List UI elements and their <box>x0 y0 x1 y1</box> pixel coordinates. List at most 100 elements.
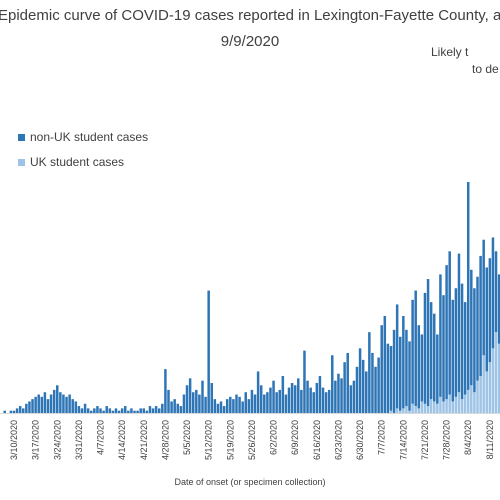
bar-segment <box>491 237 495 349</box>
bar-segment <box>244 392 247 413</box>
bar-segment <box>275 392 278 413</box>
bar-segment <box>105 406 108 413</box>
x-tick-label: 6/16/2020 <box>312 420 322 460</box>
bar-segment <box>18 406 22 413</box>
bar-segment <box>476 380 479 413</box>
bar-segment <box>442 295 445 402</box>
bar-segment <box>470 385 473 413</box>
bar-segment <box>167 389 170 413</box>
bar-segment <box>303 350 306 413</box>
bar-segment <box>374 366 377 413</box>
bar-segment <box>482 355 485 413</box>
bar-segment <box>408 410 411 413</box>
bar-segment <box>229 396 232 413</box>
bar-segment <box>216 403 220 413</box>
bar-segment <box>494 251 498 333</box>
bar-segment <box>451 401 455 413</box>
bar-segment <box>59 392 62 413</box>
bar-segment <box>371 352 374 413</box>
bar-segment <box>90 410 93 413</box>
bar-segment <box>86 408 90 413</box>
bar-segment <box>43 392 47 413</box>
x-tick-label: 7/21/2020 <box>420 420 430 460</box>
bar-segment <box>343 362 346 413</box>
bar-segment <box>195 389 198 413</box>
bar-segment <box>272 380 275 413</box>
bar-segment <box>80 408 84 413</box>
bar-segment <box>365 371 368 413</box>
bar-segment <box>442 401 445 413</box>
bar-segment <box>281 376 285 413</box>
bar-segment <box>117 410 121 413</box>
legend-label: non-UK student cases <box>30 130 148 144</box>
bar-segment <box>179 406 183 413</box>
bar-segment <box>497 274 500 344</box>
bar-segment <box>358 348 362 413</box>
bar-segment <box>185 385 189 413</box>
bar-segment <box>232 399 235 413</box>
bar-segment <box>40 396 44 413</box>
bar-segment <box>460 283 464 400</box>
bar-segment <box>405 329 408 407</box>
bar-segment <box>93 408 96 413</box>
bar-segment <box>293 385 297 413</box>
bar-segment <box>25 403 28 413</box>
bar-segment <box>62 394 65 413</box>
bar-segment <box>479 255 482 377</box>
legend-swatch <box>18 159 25 166</box>
x-tick-label: 6/9/2020 <box>290 420 300 455</box>
bar-segment <box>250 389 254 413</box>
x-tick-label: 6/30/2020 <box>355 420 365 460</box>
bar-segment <box>426 279 430 407</box>
bar-segment <box>65 396 68 413</box>
bar-segment <box>145 410 149 413</box>
bar-segment <box>157 408 161 413</box>
bar-segment <box>139 408 142 413</box>
bar-segment <box>99 408 102 413</box>
bar-segment <box>420 334 424 402</box>
x-tick-label: 7/7/2020 <box>377 420 387 455</box>
x-tick-label: 5/26/2020 <box>247 420 257 460</box>
bar-segment <box>411 403 414 413</box>
bar-segment <box>460 399 464 413</box>
bar-segment <box>439 396 442 413</box>
bar-segment <box>12 410 16 413</box>
bar-segment <box>417 325 421 409</box>
bar-segment <box>355 366 359 413</box>
x-tick-label: 4/21/2020 <box>139 420 149 460</box>
annotation: Likely t <box>431 45 469 59</box>
bar-segment <box>52 389 56 413</box>
legend-swatch <box>18 134 25 141</box>
bar-segment <box>225 399 229 413</box>
bar-segment <box>77 406 81 413</box>
bar-segment <box>182 394 186 413</box>
bar-segment <box>102 410 105 413</box>
bar-segment <box>46 399 50 413</box>
bar-segment <box>383 315 387 413</box>
bar-segment <box>238 396 241 413</box>
bar-segment <box>49 394 53 413</box>
bar-segment <box>432 401 436 413</box>
x-tick-label: 5/12/2020 <box>204 420 214 460</box>
x-tick-label: 4/28/2020 <box>160 420 170 460</box>
bar-segment <box>473 392 476 413</box>
bar-segment <box>337 373 340 413</box>
bar-segment <box>309 387 312 413</box>
x-tick-label: 5/5/2020 <box>182 420 192 455</box>
bar-segment <box>3 410 6 413</box>
bar-segment <box>432 313 436 402</box>
bar-segment <box>247 399 251 413</box>
bar-segment <box>207 290 210 413</box>
bar-segment <box>395 408 399 413</box>
bar-segment <box>284 394 288 413</box>
bar-segment <box>463 302 467 395</box>
bar-segment <box>210 382 214 413</box>
bar-segment <box>448 394 451 413</box>
bar-segment <box>340 378 343 413</box>
bar-segment <box>74 401 78 413</box>
bar-segment <box>436 403 439 413</box>
bar-segment <box>204 396 207 413</box>
bar-segment <box>466 389 470 413</box>
bar-segment <box>451 299 455 402</box>
